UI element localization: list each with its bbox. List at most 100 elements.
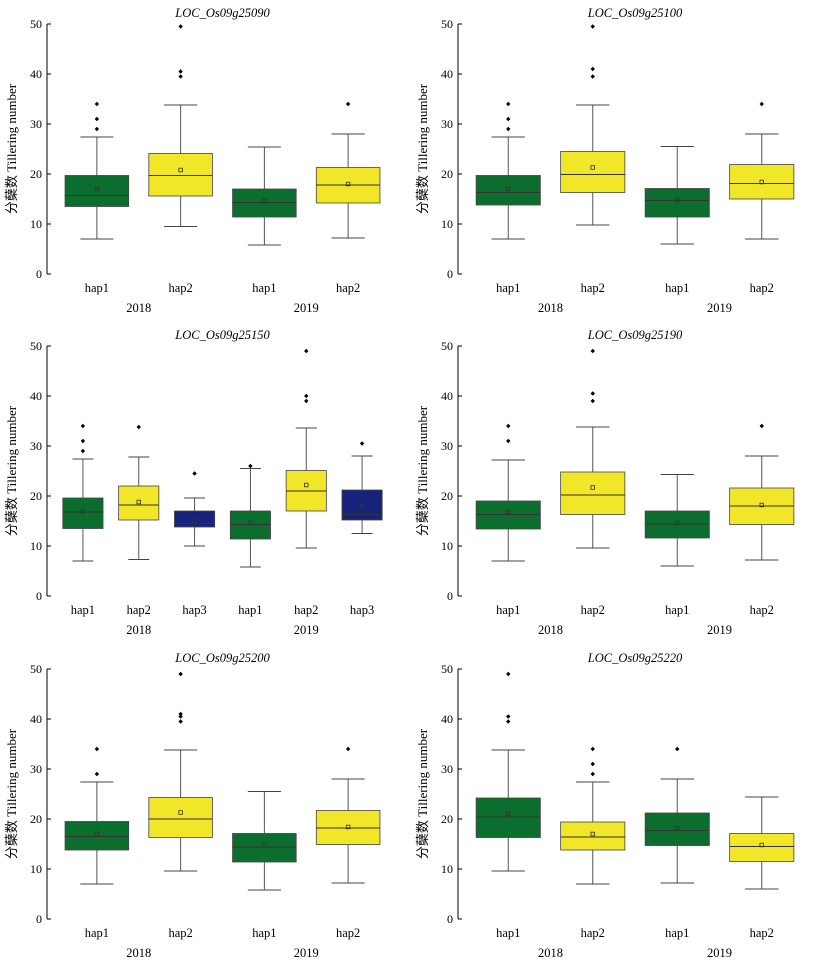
x-group-label: 2019 [294, 946, 319, 960]
box-2018-hap2 [118, 424, 160, 560]
mean-marker [759, 502, 764, 508]
outlier-point [178, 714, 183, 719]
x-group-label: 2019 [294, 301, 319, 315]
mean-marker [590, 485, 595, 490]
y-tick-label: 40 [30, 67, 42, 81]
box-2019-hap1 [644, 146, 710, 245]
mean-marker [359, 503, 365, 509]
outlier-point [590, 74, 595, 79]
x-category-label: hap3 [350, 603, 374, 617]
x-group-label: 2018 [126, 623, 151, 637]
mean-marker [94, 186, 100, 192]
box-2018-hap1 [64, 101, 130, 240]
x-group-label: 2018 [538, 301, 563, 315]
y-tick-label: 0 [447, 912, 453, 926]
outlier-point [178, 719, 183, 724]
x-category-label: hap1 [252, 926, 276, 940]
y-tick-label: 30 [30, 762, 42, 776]
y-axis-label: 分蘖数 Tillering number [415, 728, 430, 859]
box-2018-hap1 [475, 671, 541, 872]
box-2019-hap2 [315, 746, 381, 884]
x-category-label: hap2 [581, 926, 605, 940]
x-category-label: hap1 [496, 281, 520, 295]
iqr-box [148, 797, 213, 838]
x-category-label: hap1 [665, 603, 689, 617]
outlier-point [590, 761, 595, 767]
box-2019-hap2 [315, 101, 381, 239]
y-tick-label: 20 [441, 489, 453, 503]
iqr-box [644, 188, 710, 218]
x-category-label: hap3 [182, 603, 206, 617]
box-2018-hap3 [174, 471, 216, 547]
y-tick-label: 20 [30, 812, 42, 826]
x-group-label: 2019 [294, 623, 319, 637]
chart-panel-2: LOC_Os09g25100 分蘖数 Tillering number 0 10 20 3… [415, 6, 795, 315]
outlier-point [590, 348, 595, 354]
x-category-label: hap1 [85, 926, 109, 940]
iqr-box [560, 151, 626, 193]
x-category-label: hap1 [252, 281, 276, 295]
outlier-point [94, 126, 100, 132]
x-group-label: 2019 [707, 301, 732, 315]
y-tick-label: 10 [441, 539, 453, 553]
outlier-point [506, 126, 511, 132]
box-2018-hap2 [560, 348, 626, 549]
mean-marker [675, 520, 680, 526]
iqr-box [475, 175, 541, 206]
outlier-point [192, 471, 197, 476]
x-category-label: hap2 [750, 281, 774, 295]
box-2019-hap2 [729, 796, 795, 890]
mean-marker [675, 197, 680, 203]
y-tick-label: 0 [36, 267, 42, 281]
y-tick-label: 10 [441, 862, 453, 876]
chart-title: LOC_Os09g25150 [174, 328, 270, 342]
y-axis-label: 分蘖数 Tillering number [4, 728, 19, 859]
y-axis-label: 分蘖数 Tillering number [4, 405, 19, 536]
outlier-point [506, 423, 511, 429]
y-tick-label: 0 [447, 589, 453, 603]
outlier-point [178, 671, 183, 677]
chart-panel-6: LOC_Os09g25220 分蘖数 Tillering number 0 10 20 3… [415, 651, 795, 960]
y-tick-label: 50 [441, 17, 453, 31]
outlier-point [506, 438, 511, 444]
outlier-point [80, 438, 86, 444]
x-category-label: hap2 [336, 281, 360, 295]
mean-marker [506, 811, 511, 817]
chart-title: LOC_Os09g25100 [587, 6, 683, 20]
mean-marker [759, 179, 764, 185]
y-tick-label: 10 [30, 217, 42, 231]
box-2019-hap2 [729, 101, 795, 240]
box-2019-hap1 [232, 146, 297, 246]
outlier-point [304, 393, 309, 399]
outlier-point [759, 423, 764, 429]
outlier-point [590, 771, 595, 777]
outlier-point [94, 101, 100, 107]
x-category-label: hap2 [294, 603, 318, 617]
box-2018-hap2 [560, 746, 626, 885]
mean-marker [304, 482, 309, 488]
mean-marker [248, 520, 253, 526]
outlier-point [304, 348, 309, 354]
outlier-point [590, 391, 595, 396]
x-category-label: hap2 [750, 603, 774, 617]
iqr-box [62, 497, 104, 529]
chart-panel-5: LOC_Os09g25200 分蘖数 Tillering number 0 10 20 3… [4, 651, 381, 960]
chart-panel-3: LOC_Os09g25150 分蘖数 Tillering number 0 10 20 3… [4, 328, 383, 637]
outlier-point [178, 711, 183, 717]
y-tick-label: 50 [441, 339, 453, 353]
x-group-label: 2018 [126, 301, 151, 315]
y-tick-label: 0 [36, 589, 42, 603]
outlier-point [345, 746, 351, 752]
outlier-point [759, 101, 764, 107]
y-tick-label: 0 [36, 912, 42, 926]
outlier-point [359, 441, 365, 446]
y-tick-label: 20 [441, 812, 453, 826]
y-tick-label: 20 [30, 489, 42, 503]
y-tick-label: 0 [447, 267, 453, 281]
outlier-point [80, 448, 86, 454]
y-tick-label: 40 [30, 712, 42, 726]
y-tick-label: 20 [30, 167, 42, 181]
chart-title: LOC_Os09g25090 [174, 6, 270, 20]
iqr-box [729, 833, 795, 862]
